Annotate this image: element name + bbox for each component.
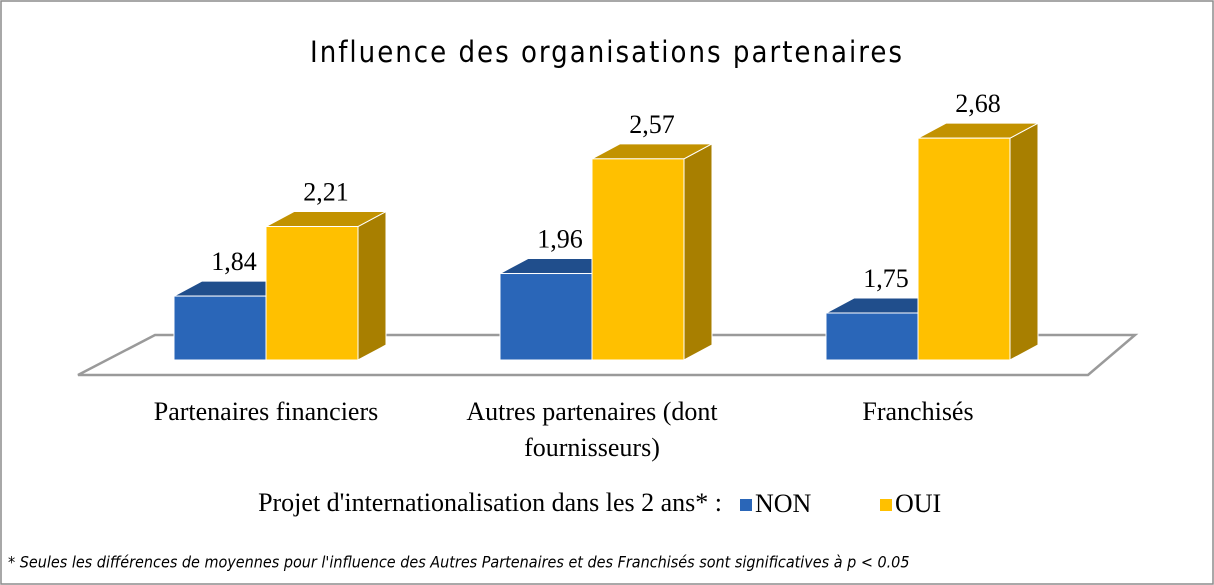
legend-title: Projet d'internationalisation dans les 2…: [258, 488, 722, 517]
legend-swatch: [740, 499, 752, 511]
bar: [825, 312, 919, 361]
x-tick-label: Autres partenaires (dont fournisseurs): [466, 397, 718, 462]
bar: [173, 295, 267, 361]
legend: NON OUI: [740, 489, 941, 518]
value-label: 2,21: [303, 177, 349, 206]
x-tick-label: Franchisés: [862, 397, 974, 426]
value-label: 2,68: [955, 89, 1001, 118]
x-tick-label: Partenaires financiers: [153, 397, 379, 426]
legend-swatch: [880, 499, 892, 511]
chart-title: Influence des organisations partenaires: [310, 35, 904, 69]
legend-label: OUI: [895, 489, 941, 518]
value-label: 1,84: [211, 247, 257, 276]
bar: [499, 273, 593, 361]
bar-side: [357, 210, 387, 361]
bars: 1,84 2,21 1,96 2,57 1,75 2,68: [173, 89, 1039, 361]
footnote: * Seules les différences de moyennes pou…: [8, 553, 910, 572]
value-label: 2,57: [629, 110, 675, 139]
bar: [917, 137, 1011, 361]
bar-side: [1009, 122, 1039, 361]
value-label: 1,96: [537, 224, 583, 253]
legend-label: NON: [755, 489, 812, 518]
value-label: 1,75: [863, 264, 909, 293]
bar-side: [683, 143, 713, 361]
bar: [265, 226, 359, 361]
bar: [591, 158, 685, 361]
